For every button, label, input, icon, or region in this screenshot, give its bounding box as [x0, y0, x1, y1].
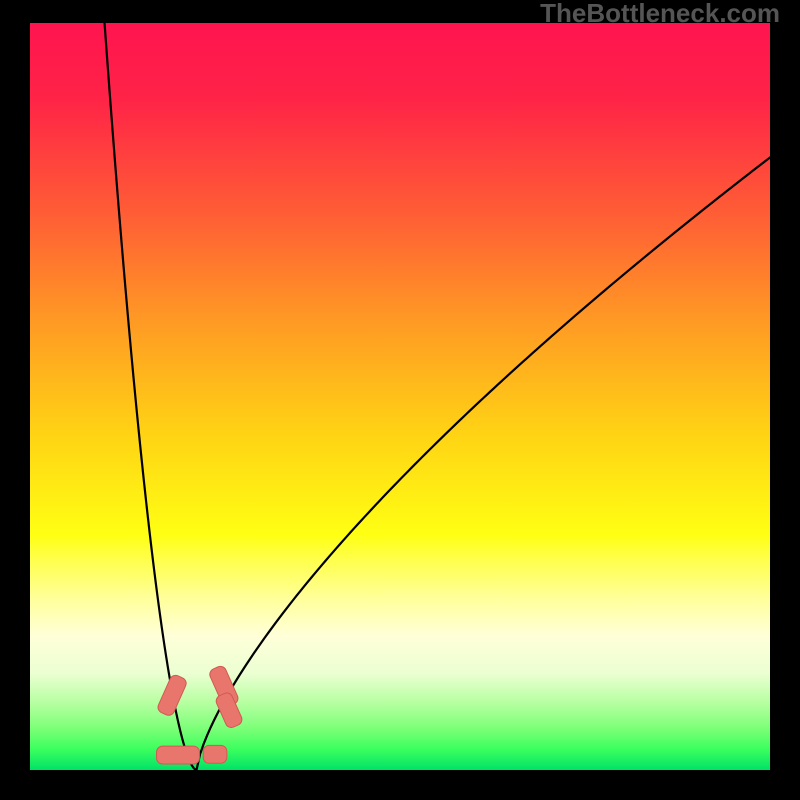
marker-4 [203, 745, 227, 763]
plot-area [30, 23, 770, 770]
watermark-text: TheBottleneck.com [540, 0, 780, 29]
marker-3 [157, 746, 200, 764]
chart-frame: TheBottleneck.com [0, 0, 800, 800]
bottleneck-curve-chart [30, 23, 770, 770]
gradient-background [30, 23, 770, 770]
